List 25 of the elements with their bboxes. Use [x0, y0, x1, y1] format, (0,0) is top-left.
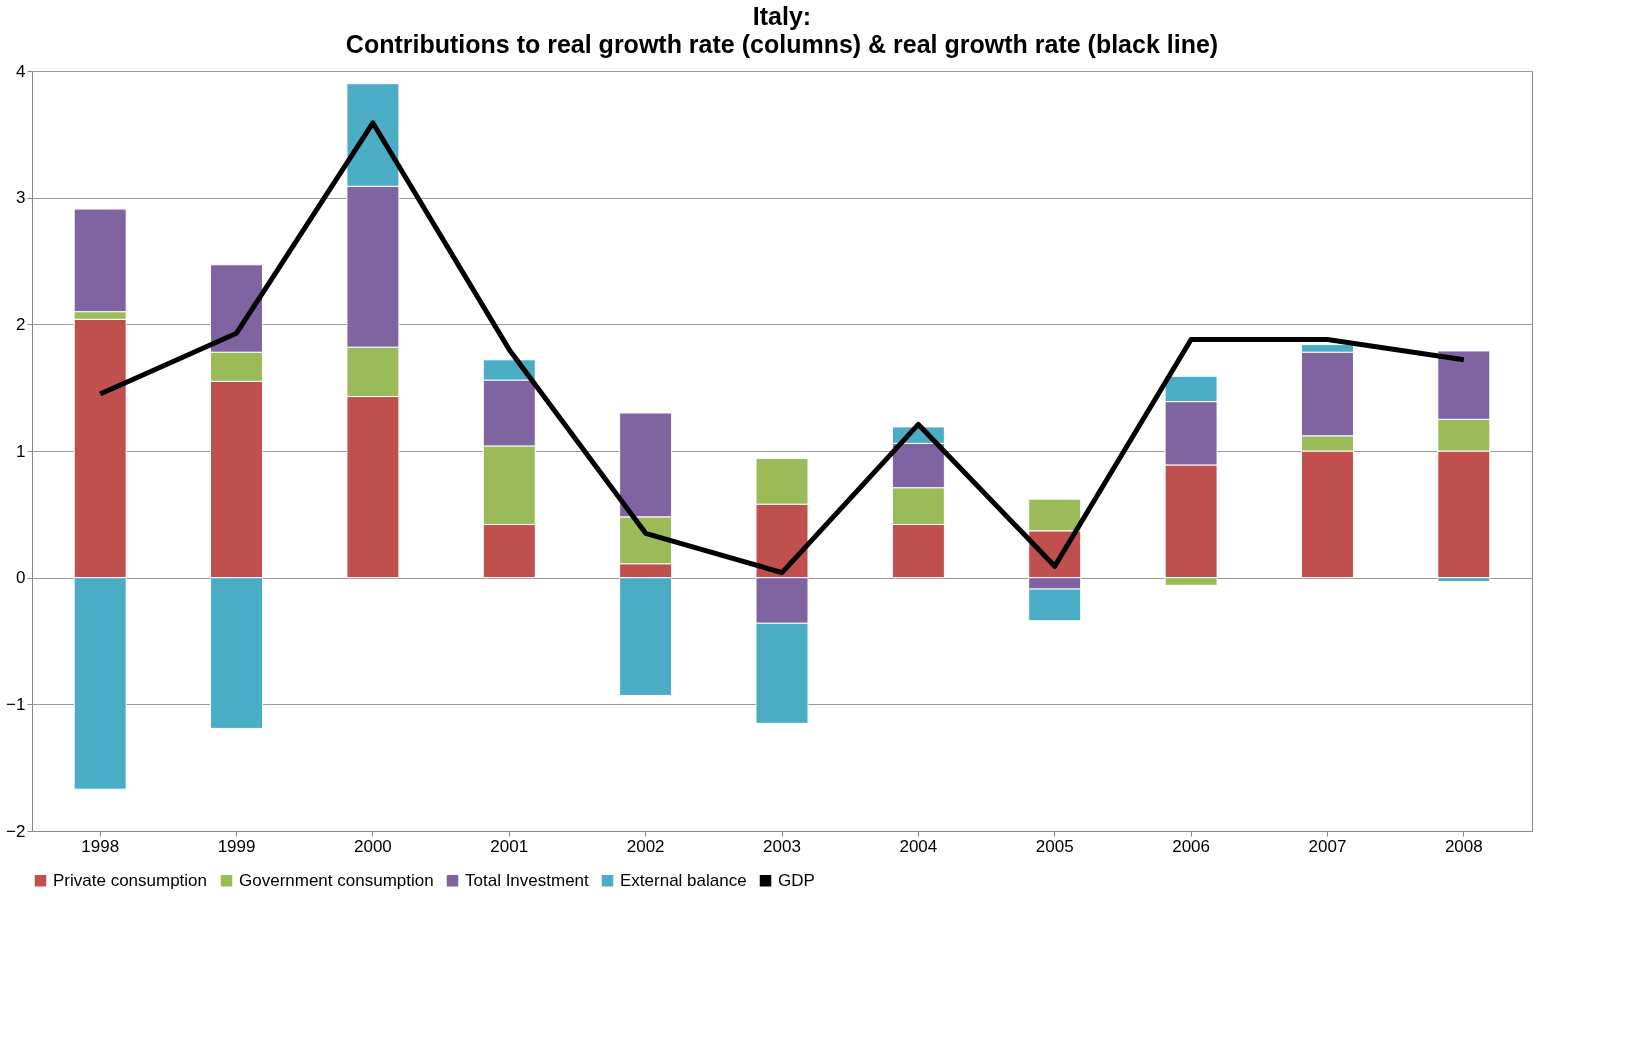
y-tick-label: 1: [16, 441, 26, 461]
x-tick-label: 1998: [81, 836, 120, 856]
x-tick-label: 2001: [490, 836, 529, 856]
x-tick-label: 2006: [1172, 836, 1211, 856]
legend-label: GDP: [778, 870, 815, 890]
x-tick-label: 2003: [763, 836, 801, 856]
x-tick-label: 2005: [1035, 836, 1074, 856]
legend-label: External balance: [620, 870, 747, 890]
x-tick-label: 2007: [1308, 836, 1347, 856]
x-tick-label: 2000: [354, 836, 392, 856]
chart-subtitle: Contributions to real growth rate (columns) & real growth rate (black line): [345, 30, 1219, 58]
legend-label: Private consumption: [53, 870, 208, 890]
chart-title: Italy:: [752, 2, 812, 30]
y-tick-label: 2: [16, 314, 26, 334]
y-tick-label: −2: [6, 821, 26, 841]
x-tick-label: 1999: [217, 836, 256, 856]
x-tick-label: 2008: [1444, 836, 1483, 856]
y-tick-label: 3: [16, 188, 26, 208]
y-tick-label: −1: [6, 694, 26, 714]
y-tick-label: 0: [16, 568, 26, 588]
legend-label: Government consumption: [239, 870, 434, 890]
legend-label: Total Investment: [465, 870, 590, 890]
y-tick-label: 4: [16, 61, 26, 81]
x-tick-label: 2002: [626, 836, 665, 856]
x-tick-label: 2004: [899, 836, 938, 856]
